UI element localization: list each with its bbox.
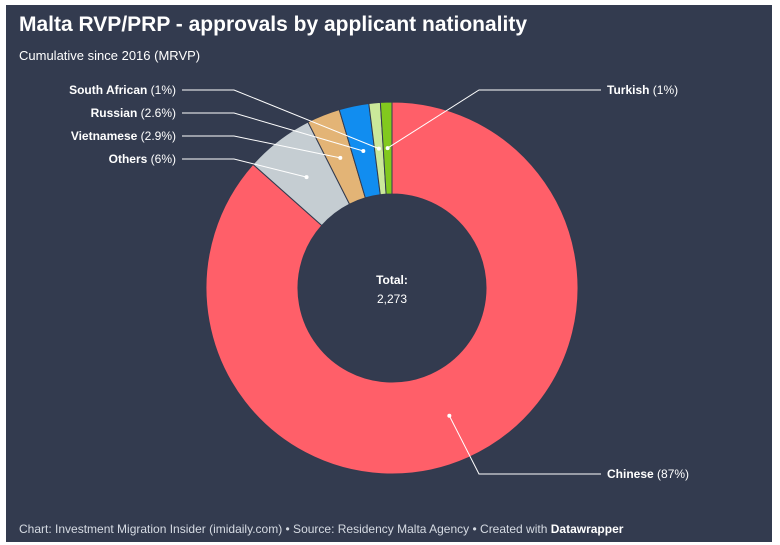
leader-line-south-african — [182, 89, 380, 150]
slice-label-percent: (2.6%) — [137, 106, 176, 120]
donut-chart: Chinese (87%) Others (6%) Vietnamese (2.9%… — [69, 83, 689, 481]
slice-chinese[interactable] — [205, 101, 579, 475]
slice-label-percent: (2.9%) — [137, 129, 176, 143]
leader-dot-turkish — [385, 146, 390, 151]
slice-label-percent: (1%) — [147, 83, 176, 97]
leader-line-turkish — [387, 89, 601, 149]
footer-brand: Datawrapper — [550, 522, 624, 536]
slice-label-others: Others (6%) — [109, 152, 176, 166]
footer-credit: Chart: Investment Migration Insider (imi… — [19, 522, 551, 536]
chart-subtitle: Cumulative since 2016 (MRVP) — [19, 48, 201, 63]
chart-footer: Chart: Investment Migration Insider (imi… — [19, 522, 623, 536]
slice-label-name: Others — [109, 152, 148, 166]
leader-line-vietnamese — [182, 135, 341, 159]
leader-dot-chinese — [447, 413, 452, 418]
center-total-value: 2,273 — [377, 292, 407, 306]
slice-label-percent: (1%) — [649, 83, 678, 97]
chart-title: Malta RVP/PRP - approvals by applicant n… — [19, 13, 528, 36]
slice-label-name: Russian — [91, 106, 138, 120]
slice-label-name: Chinese — [607, 467, 654, 481]
slice-label-chinese: Chinese (87%) — [607, 467, 689, 481]
slice-label-name: Turkish — [607, 83, 649, 97]
slice-label-name: Vietnamese — [71, 129, 138, 143]
slice-label-russian: Russian (2.6%) — [91, 106, 176, 120]
leader-dot-vietnamese — [338, 155, 343, 160]
leader-line-others — [182, 158, 307, 178]
slice-label-percent: (6%) — [147, 152, 176, 166]
leader-dot-russian — [361, 148, 366, 153]
slice-label-turkish: Turkish (1%) — [607, 83, 678, 97]
slice-label-name: South African — [69, 83, 147, 97]
slice-label-vietnamese: Vietnamese (2.9%) — [71, 129, 176, 143]
center-total-label: Total: — [376, 273, 408, 287]
leader-dot-others — [304, 175, 309, 180]
leader-dot-south-african — [376, 146, 381, 151]
slice-label-percent: (87%) — [654, 467, 689, 481]
slice-label-south-african: South African (1%) — [69, 83, 176, 97]
leader-line-russian — [182, 112, 364, 152]
chart-card: Malta RVP/PRP - approvals by applicant n… — [6, 5, 772, 542]
leader-line-chinese — [448, 415, 601, 475]
